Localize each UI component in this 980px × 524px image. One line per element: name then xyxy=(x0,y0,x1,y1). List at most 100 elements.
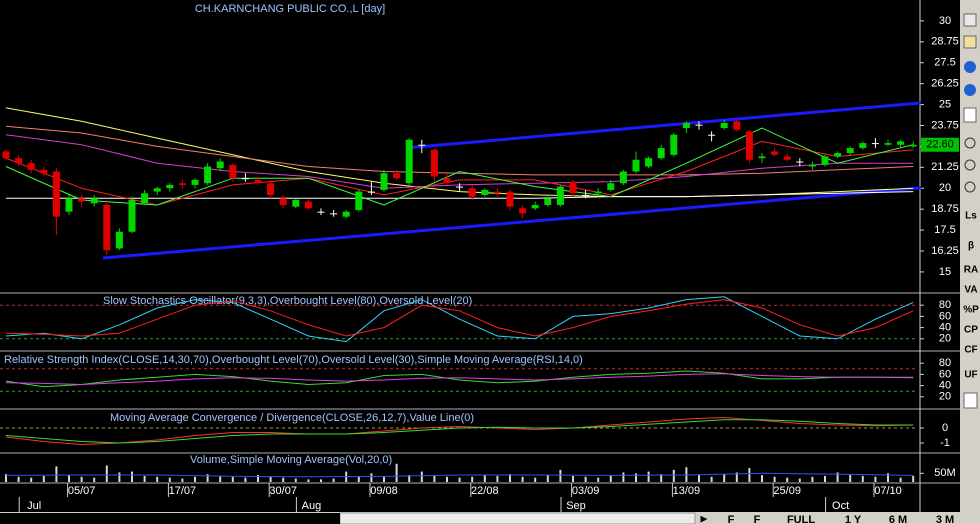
moving-average xyxy=(6,191,914,199)
y-tick-label: 18.75 xyxy=(931,203,959,215)
volume-bar xyxy=(584,476,587,482)
candle-body xyxy=(758,156,766,159)
volume-bar xyxy=(761,475,763,482)
candle-body xyxy=(141,193,149,204)
range-button[interactable]: 1 Y xyxy=(845,514,862,524)
candle-body xyxy=(178,183,186,185)
candle-body xyxy=(682,122,690,129)
icon[interactable] xyxy=(963,35,977,49)
indicator-line xyxy=(5,373,914,386)
volume-bar xyxy=(446,476,448,482)
volume-bar xyxy=(471,476,474,482)
scroll-thumb[interactable] xyxy=(339,512,696,524)
candle-body xyxy=(670,134,678,155)
panel-title: Slow Stochastics Oscillator(9,3,3),Overb… xyxy=(103,295,472,307)
volume-bar xyxy=(395,463,398,482)
volume-bar xyxy=(5,474,7,482)
toolbar-label[interactable]: RA xyxy=(964,265,978,276)
y-tick-label: 21.25 xyxy=(931,161,959,173)
y-tick-label: 80 xyxy=(939,357,951,369)
range-button[interactable]: F xyxy=(754,514,761,524)
candle-body xyxy=(393,173,401,179)
y-tick-label: 40 xyxy=(939,322,951,334)
volume-bar xyxy=(521,476,524,482)
y-tick-label: 15 xyxy=(939,266,951,278)
icon[interactable] xyxy=(964,181,976,193)
toolbar-label[interactable]: β xyxy=(968,241,974,252)
y-tick-label: 30 xyxy=(939,15,951,27)
candle-body xyxy=(443,178,451,184)
toolbar-label[interactable]: Ls xyxy=(965,211,977,222)
range-button[interactable]: F xyxy=(728,514,735,524)
volume-bar xyxy=(647,471,650,482)
candle-body xyxy=(115,231,123,249)
range-button[interactable]: 3 M xyxy=(936,514,954,524)
candle-body xyxy=(254,179,262,184)
icon[interactable] xyxy=(964,84,976,96)
volume-bar xyxy=(30,477,33,482)
icon[interactable] xyxy=(963,107,977,123)
panel-title: Moving Average Convergence / Divergence(… xyxy=(110,412,474,424)
volume-bar xyxy=(294,478,297,482)
y-tick-label: 20 xyxy=(939,182,951,194)
indicator-line xyxy=(5,296,914,343)
volume-bar xyxy=(420,471,423,482)
volume-bar xyxy=(735,472,738,482)
icon[interactable] xyxy=(964,137,976,149)
toolbar xyxy=(960,0,980,512)
icon[interactable] xyxy=(963,392,978,409)
candle-body xyxy=(166,184,174,189)
range-button[interactable]: FULL xyxy=(787,514,815,524)
candle-body xyxy=(582,194,590,196)
toolbar-label[interactable]: %P xyxy=(963,305,979,316)
volume-bar xyxy=(824,475,826,482)
candle-body xyxy=(2,151,10,159)
last-price-box xyxy=(921,137,959,152)
y-tick-label: 23.75 xyxy=(931,119,959,131)
volume-bar xyxy=(357,475,360,482)
y-tick-label: 20 xyxy=(939,391,951,403)
candle-body xyxy=(78,198,86,202)
x-tick-label: 05/07 xyxy=(68,485,96,497)
toolbar-label[interactable]: CP xyxy=(964,325,978,336)
candle-body xyxy=(909,144,917,147)
toolbar-label[interactable]: CF xyxy=(964,345,977,356)
y-tick-label: 60 xyxy=(939,368,951,380)
x-tick-label: 25/09 xyxy=(773,485,801,497)
volume-bar xyxy=(887,473,889,482)
candle-body xyxy=(632,159,640,172)
volume-bar xyxy=(206,474,209,482)
trend-line xyxy=(102,186,921,260)
volume-bar xyxy=(559,469,562,482)
icon[interactable] xyxy=(963,13,977,27)
icon[interactable] xyxy=(964,61,976,73)
y-tick-label: 40 xyxy=(939,380,951,392)
trend-line xyxy=(406,101,921,150)
button-arrow[interactable]: ▶ xyxy=(701,513,708,523)
candle-body xyxy=(90,198,98,204)
panel-title: Volume,Simple Moving Average(Vol,20,0) xyxy=(190,454,392,466)
y-tick-label: 27.5 xyxy=(934,57,955,69)
volume-bar xyxy=(194,476,196,482)
volume-bar xyxy=(496,475,499,482)
volume-bar xyxy=(811,476,814,482)
icon[interactable] xyxy=(964,159,976,171)
volume-bar xyxy=(332,478,335,482)
candle-body xyxy=(216,161,224,169)
candle-body xyxy=(241,178,249,180)
y-tick-label: 26.25 xyxy=(931,78,959,90)
volume-bar xyxy=(786,477,789,482)
volume-bar xyxy=(55,466,58,482)
range-button[interactable]: 6 M xyxy=(889,514,907,524)
toolbar-icons xyxy=(963,13,978,409)
month-label: Jul xyxy=(27,500,41,512)
y-tick-label: 17.5 xyxy=(934,224,955,236)
volume-bar xyxy=(143,475,146,482)
volume-bar xyxy=(408,475,411,482)
volume-bar xyxy=(458,477,461,482)
volume-bar xyxy=(118,472,121,482)
toolbar-label[interactable]: VA xyxy=(964,285,977,296)
toolbar-label[interactable]: UF xyxy=(964,370,977,381)
month-label: Sep xyxy=(566,500,586,512)
